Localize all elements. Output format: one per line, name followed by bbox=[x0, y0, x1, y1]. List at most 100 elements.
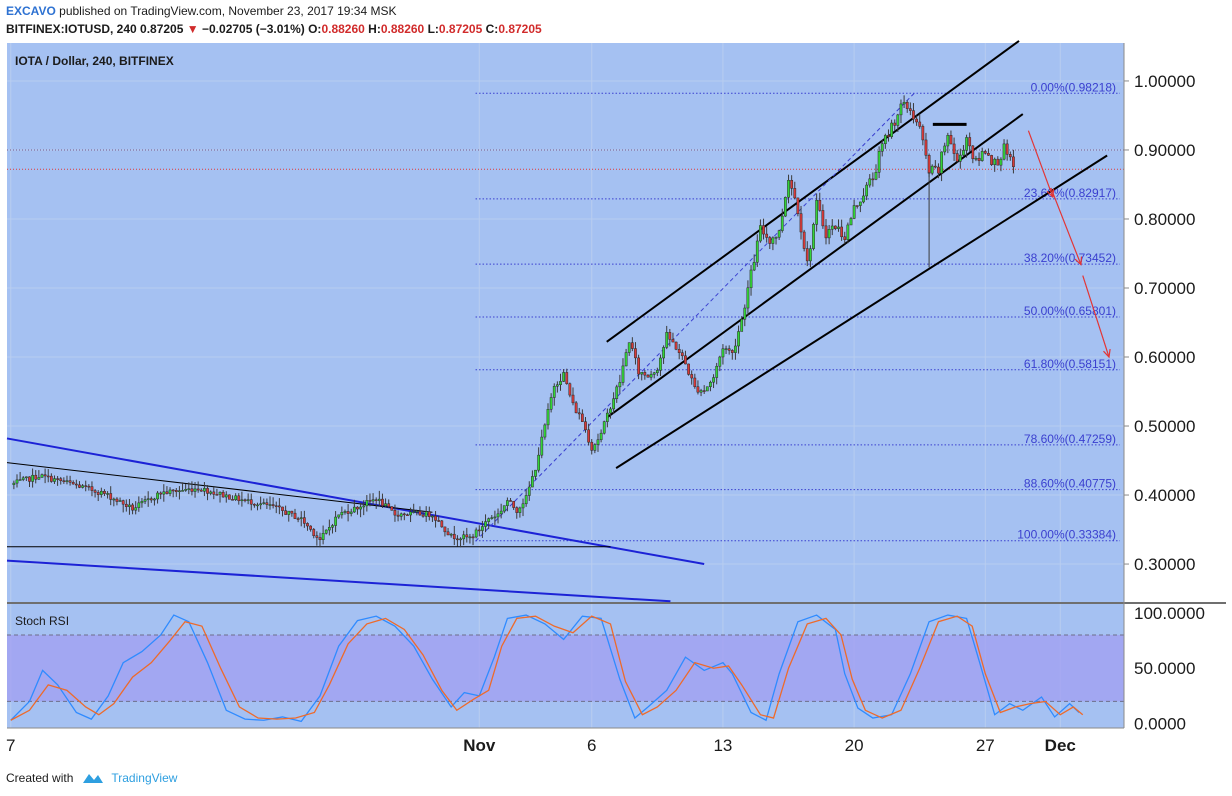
candle bbox=[37, 477, 41, 480]
fib-level-label: 100.00%(0.33384) bbox=[1017, 528, 1116, 542]
candle bbox=[371, 499, 375, 502]
candle bbox=[696, 386, 700, 393]
candle bbox=[71, 482, 75, 485]
candle bbox=[331, 525, 334, 528]
candle bbox=[796, 197, 800, 214]
x-tick-label: 7 bbox=[6, 736, 15, 755]
candle bbox=[49, 475, 53, 482]
candle bbox=[349, 511, 353, 514]
x-tick-label: 6 bbox=[587, 736, 596, 755]
candle bbox=[396, 514, 400, 517]
y-tick-label: 0.40000 bbox=[1134, 486, 1195, 505]
stoch-y-tick-label: 100.0000 bbox=[1134, 604, 1205, 623]
candle bbox=[849, 218, 853, 226]
stoch-y-tick-label: 0.0000 bbox=[1134, 715, 1186, 734]
candle bbox=[521, 503, 525, 509]
candle bbox=[199, 489, 203, 492]
candle bbox=[812, 224, 815, 249]
candle bbox=[290, 510, 294, 514]
candle bbox=[693, 377, 697, 387]
candle bbox=[321, 532, 325, 540]
created-with-text: Created with bbox=[6, 771, 74, 785]
publish-info: EXCAVO published on TradingView.com, Nov… bbox=[6, 4, 396, 18]
candle bbox=[743, 307, 747, 320]
candle bbox=[249, 499, 253, 505]
candle bbox=[912, 110, 915, 120]
candle bbox=[596, 439, 600, 445]
price-change: −0.02705 (−3.01%) bbox=[202, 22, 305, 36]
tradingview-brand[interactable]: TradingView bbox=[111, 771, 178, 785]
candle bbox=[971, 145, 975, 160]
close-value: 0.87205 bbox=[498, 22, 542, 36]
candle bbox=[605, 412, 609, 422]
candle bbox=[315, 535, 319, 538]
candle bbox=[890, 122, 893, 137]
candle bbox=[56, 478, 59, 480]
candle bbox=[381, 498, 384, 506]
candle bbox=[387, 503, 391, 507]
candle bbox=[109, 493, 113, 500]
candle bbox=[993, 158, 997, 165]
tradingview-logo-icon bbox=[83, 774, 104, 783]
candle bbox=[933, 165, 937, 168]
candle bbox=[462, 534, 466, 540]
main-pane-background bbox=[7, 43, 1124, 602]
published-text: published on TradingView.com, November 2… bbox=[59, 4, 397, 18]
candle bbox=[171, 489, 175, 492]
candle bbox=[718, 356, 722, 367]
x-tick-label: Nov bbox=[463, 736, 496, 755]
candle bbox=[527, 486, 531, 496]
candle bbox=[449, 533, 453, 536]
candle bbox=[196, 488, 200, 491]
candle bbox=[418, 510, 422, 516]
candle bbox=[599, 432, 603, 441]
candle bbox=[730, 350, 734, 353]
candle bbox=[103, 490, 106, 494]
candle bbox=[243, 499, 247, 502]
candle bbox=[399, 513, 403, 517]
candle bbox=[231, 499, 234, 501]
candle bbox=[121, 500, 125, 505]
candle bbox=[278, 505, 281, 508]
candle bbox=[883, 135, 887, 144]
candle bbox=[990, 155, 993, 165]
candle bbox=[377, 498, 381, 501]
candle bbox=[568, 383, 572, 396]
candle bbox=[830, 225, 834, 230]
channel-lower-line bbox=[615, 154, 1108, 469]
candle bbox=[577, 412, 581, 415]
candle bbox=[962, 150, 965, 156]
candle bbox=[431, 515, 434, 518]
candle bbox=[224, 494, 228, 498]
candle bbox=[159, 492, 163, 495]
candle bbox=[312, 529, 316, 536]
candle bbox=[43, 474, 47, 477]
candle bbox=[393, 510, 397, 516]
candle bbox=[593, 444, 597, 451]
fib-level-label: 61.80%(0.58151) bbox=[1024, 357, 1116, 371]
candle bbox=[87, 485, 91, 488]
candle bbox=[234, 495, 238, 500]
candle bbox=[274, 505, 278, 507]
candle bbox=[815, 199, 819, 225]
candle bbox=[705, 386, 709, 392]
candle bbox=[318, 537, 322, 540]
candle bbox=[78, 484, 81, 488]
candle bbox=[443, 526, 447, 533]
candle bbox=[90, 486, 94, 491]
candle bbox=[281, 506, 284, 511]
candle bbox=[187, 488, 191, 490]
candle bbox=[118, 500, 122, 502]
candle bbox=[855, 205, 859, 207]
author-name[interactable]: EXCAVO bbox=[6, 4, 56, 18]
candle bbox=[165, 491, 169, 494]
candle bbox=[549, 397, 553, 410]
candle bbox=[943, 145, 947, 153]
candle bbox=[218, 491, 222, 495]
candle bbox=[677, 349, 681, 353]
candle bbox=[465, 534, 469, 538]
candle bbox=[296, 518, 300, 520]
candle bbox=[134, 507, 138, 511]
candle bbox=[865, 184, 868, 197]
